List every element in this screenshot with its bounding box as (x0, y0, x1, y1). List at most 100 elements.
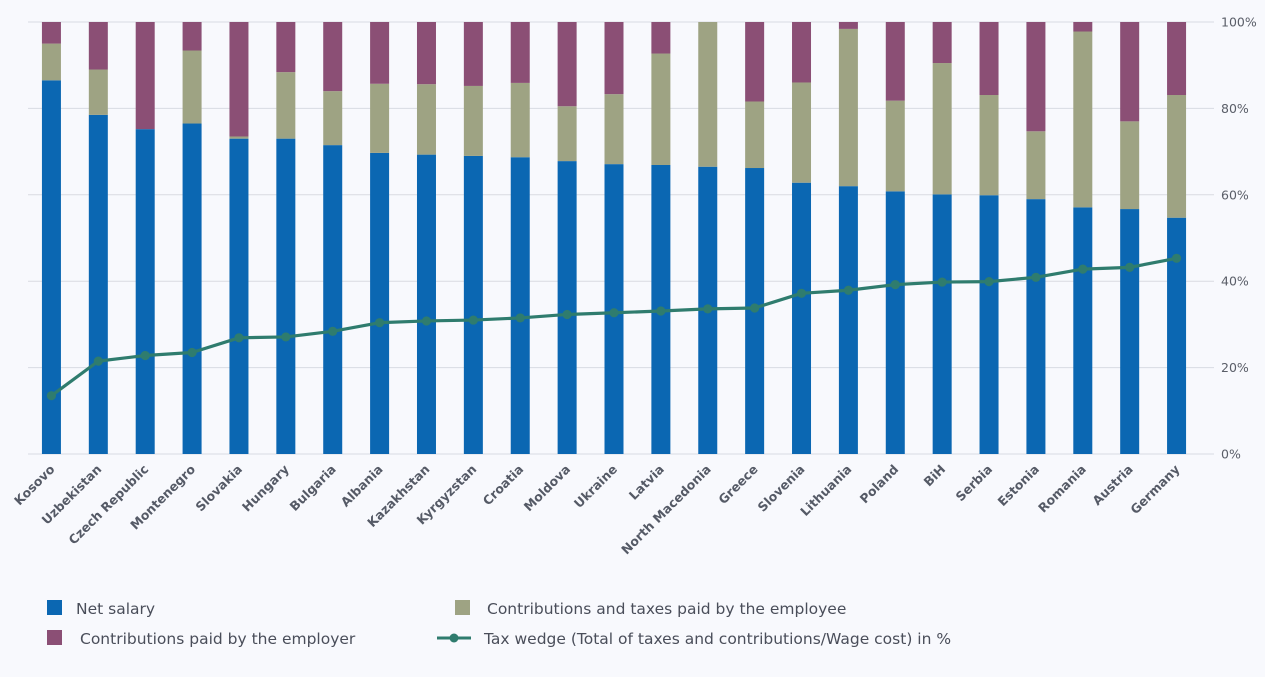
bar-contributions-paid-by-the-employer-moldova (557, 22, 577, 107)
bar-contributions-and-taxes-paid-by-the-employee-kyrgyzstan (463, 85, 483, 156)
legend-swatch-employee (455, 600, 470, 615)
x-tick-label-austria: Austria (1089, 462, 1136, 509)
bar-contributions-and-taxes-paid-by-the-employee-austria (1120, 121, 1140, 210)
tax-wedge-point-estonia (1031, 272, 1041, 282)
bar-contributions-paid-by-the-employer-ukraine (604, 22, 624, 95)
bar-contributions-and-taxes-paid-by-the-employee-uzbekistan (88, 69, 108, 115)
tax-wedge-point-greece (750, 303, 760, 313)
bar-net-salary-hungary (276, 138, 296, 454)
tax-wedge-point-serbia (984, 277, 994, 287)
tax-wedge-point-bih (937, 277, 947, 287)
bar-net-salary-poland (885, 191, 905, 454)
bar-contributions-and-taxes-paid-by-the-employee-croatia (510, 82, 530, 158)
bar-contributions-paid-by-the-employer-germany (1167, 22, 1187, 96)
bar-contributions-paid-by-the-employer-kyrgyzstan (463, 22, 483, 86)
y-tick-label: 0% (1221, 447, 1241, 462)
tax-wedge-line (46, 253, 1182, 401)
bar-net-salary-bih (932, 194, 952, 455)
tax-wedge-point-bulgaria (328, 326, 338, 336)
bar-contributions-and-taxes-paid-by-the-employee-poland (885, 100, 905, 192)
x-tick-label-poland: Poland (857, 462, 902, 507)
legend-swatch-tax-wedge-marker (449, 633, 459, 643)
bar-contributions-paid-by-the-employer-austria (1120, 22, 1140, 122)
bar-contributions-and-taxes-paid-by-the-employee-ukraine (604, 94, 624, 165)
bar-net-salary-austria (1120, 209, 1140, 454)
tax-wedge-point-montenegro (187, 347, 197, 358)
bar-contributions-and-taxes-paid-by-the-employee-romania (1073, 31, 1093, 208)
x-tick-label-latvia: Latvia (626, 462, 667, 503)
bar-contributions-and-taxes-paid-by-the-employee-serbia (979, 95, 999, 196)
tax-wedge-point-germany (1171, 253, 1182, 263)
bar-contributions-and-taxes-paid-by-the-employee-germany (1167, 95, 1187, 218)
x-tick-label-germany: Germany (1127, 462, 1182, 517)
x-tick-label-estonia: Estonia (995, 462, 1042, 509)
tax-wedge-point-latvia (656, 306, 666, 316)
y-tick-label: 40% (1221, 274, 1249, 289)
bar-net-salary-czech-republic (135, 129, 155, 455)
x-tick-label-lithuania: Lithuania (797, 462, 854, 519)
bar-net-salary-kazakhstan (416, 154, 436, 454)
bar-contributions-and-taxes-paid-by-the-employee-kazakhstan (416, 84, 436, 155)
bars (41, 22, 1187, 455)
y-tick-label: 100% (1221, 15, 1257, 30)
bar-contributions-paid-by-the-employer-kosovo (41, 22, 61, 44)
tax-wedge-point-kyrgyzstan (468, 315, 478, 325)
bar-contributions-paid-by-the-employer-poland (885, 22, 905, 101)
x-tick-label-serbia: Serbia (953, 462, 996, 505)
bar-contributions-paid-by-the-employer-latvia (651, 22, 671, 54)
bar-contributions-paid-by-the-employer-croatia (510, 22, 530, 83)
bar-contributions-paid-by-the-employer-montenegro (182, 22, 202, 51)
tax-wedge-point-albania (375, 318, 385, 328)
tax-wedge-point-moldova (562, 309, 572, 320)
bar-contributions-and-taxes-paid-by-the-employee-bih (932, 63, 952, 195)
legend: Net salary Contributions paid by the emp… (47, 600, 951, 648)
legend-label-employee: Contributions and taxes paid by the empl… (487, 600, 846, 618)
tax-wedge-point-poland (890, 280, 900, 290)
tax-wedge-point-romania (1078, 264, 1088, 274)
bar-net-salary-slovenia (792, 182, 812, 455)
bar-contributions-paid-by-the-employer-kazakhstan (416, 22, 436, 85)
tax-wedge-point-slovenia (796, 288, 807, 298)
y-tick-label: 80% (1221, 101, 1249, 116)
bar-contributions-and-taxes-paid-by-the-employee-estonia (1026, 131, 1046, 200)
bar-contributions-paid-by-the-employer-bih (932, 22, 952, 64)
tax-wedge-point-slovakia (234, 333, 244, 343)
bar-contributions-and-taxes-paid-by-the-employee-lithuania (838, 28, 858, 187)
x-tick-label-kosovo: Kosovo (11, 461, 58, 508)
tax-wedge-point-uzbekistan (93, 356, 103, 366)
bar-contributions-paid-by-the-employer-czech-republic (135, 22, 155, 130)
bar-net-salary-serbia (979, 195, 999, 454)
y-tick-label: 20% (1221, 360, 1249, 375)
tax-wedge-point-lithuania (843, 285, 854, 295)
legend-swatch-net-salary (47, 600, 62, 615)
bar-contributions-paid-by-the-employer-lithuania (838, 22, 858, 29)
y-tick-label: 60% (1221, 187, 1249, 202)
bar-net-salary-albania (370, 152, 390, 454)
bar-contributions-paid-by-the-employer-albania (370, 22, 390, 84)
bar-net-salary-uzbekistan (88, 114, 108, 454)
bar-contributions-paid-by-the-employer-romania (1073, 22, 1093, 32)
bar-net-salary-romania (1073, 207, 1093, 454)
x-tick-label-romania: Romania (1035, 462, 1089, 516)
tax-wedge-point-kosovo (46, 391, 57, 401)
legend-label-net-salary: Net salary (76, 600, 155, 618)
bar-contributions-and-taxes-paid-by-the-employee-north-macedonia (698, 22, 718, 167)
x-tick-label-ukraine: Ukraine (571, 462, 620, 511)
x-tick-label-moldova: Moldova (521, 462, 574, 515)
bar-contributions-paid-by-the-employer-slovenia (792, 22, 812, 83)
bar-contributions-and-taxes-paid-by-the-employee-kosovo (41, 43, 61, 81)
x-tick-label-hungary: Hungary (239, 462, 292, 515)
tax-wedge-point-hungary (281, 332, 291, 342)
bar-contributions-paid-by-the-employer-serbia (979, 22, 999, 96)
x-tick-label-croatia: Croatia (480, 462, 527, 509)
tax-wedge-point-kazakhstan (421, 316, 432, 326)
bar-contributions-and-taxes-paid-by-the-employee-hungary (276, 72, 296, 139)
tax-wedge-point-czech-republic (140, 350, 150, 361)
tax-wedge-point-austria (1125, 262, 1135, 272)
tax-wedge-point-north-macedonia (703, 304, 713, 314)
x-tick-label-bih: BiH (921, 462, 949, 490)
x-tick-label-north-macedonia: North Macedonia (618, 462, 714, 558)
